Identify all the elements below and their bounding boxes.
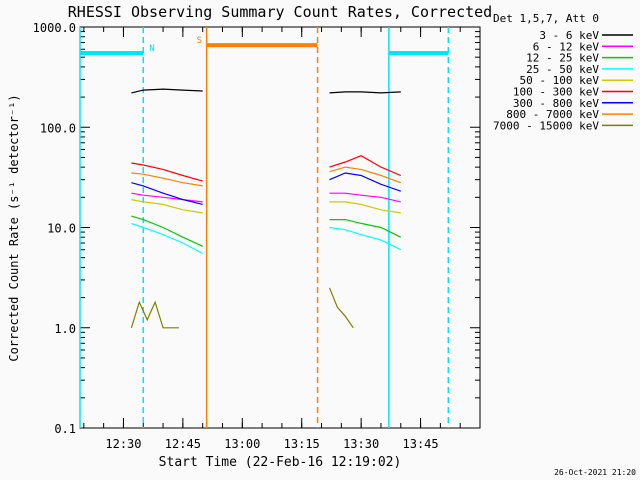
legend-label: 7000 - 15000 keV bbox=[493, 119, 599, 132]
plot-area: NS bbox=[79, 26, 481, 429]
y-tick-label: 1000.0 bbox=[33, 21, 76, 35]
legend-label: 25 - 50 keV bbox=[526, 63, 599, 76]
series-line bbox=[131, 199, 203, 214]
series-line bbox=[130, 300, 179, 329]
series-line bbox=[131, 172, 203, 187]
legend-header: Det 1,5,7, Att 0 bbox=[493, 12, 599, 25]
series-line bbox=[131, 222, 203, 255]
x-tick-label: 13:00 bbox=[224, 437, 260, 451]
legend-label: 12 - 25 keV bbox=[526, 52, 599, 65]
legend-label: 100 - 300 keV bbox=[513, 86, 599, 99]
flag-label: N bbox=[149, 44, 154, 54]
x-tick-label: 12:30 bbox=[105, 437, 141, 451]
chart-title: RHESSI Observing Summary Count Rates, Co… bbox=[68, 3, 492, 21]
series-line bbox=[131, 88, 203, 94]
x-tick-label: 12:45 bbox=[165, 437, 201, 451]
y-tick-label: 0.1 bbox=[54, 422, 76, 436]
series-line bbox=[329, 219, 402, 238]
plot-frame bbox=[79, 26, 481, 429]
series-line bbox=[131, 182, 203, 205]
series-line bbox=[329, 226, 402, 251]
legend-label: 800 - 7000 keV bbox=[506, 108, 599, 121]
series-line bbox=[328, 287, 354, 329]
series-line bbox=[329, 201, 401, 214]
legend-label: 3 - 6 keV bbox=[539, 29, 599, 42]
legend-label: 300 - 800 keV bbox=[513, 97, 599, 110]
x-axis-label: Start Time (22-Feb-16 12:19:02) bbox=[159, 455, 402, 470]
x-tick-label: 13:45 bbox=[403, 437, 439, 451]
series-line bbox=[329, 91, 401, 94]
series-line bbox=[131, 215, 203, 247]
legend-label: 50 - 100 keV bbox=[520, 74, 600, 87]
y-tick-label: 1.0 bbox=[54, 322, 76, 336]
x-tick-label: 13:30 bbox=[343, 437, 379, 451]
series-line bbox=[329, 155, 402, 177]
y-tick-label: 10.0 bbox=[47, 222, 76, 236]
flag-label: S bbox=[197, 36, 202, 46]
legend-label: 6 - 12 keV bbox=[533, 40, 600, 53]
y-axis-label: Corrected Count Rate (s⁻¹ detector⁻¹) bbox=[7, 94, 21, 361]
series-line bbox=[329, 172, 401, 192]
y-tick-label: 100.0 bbox=[40, 121, 76, 135]
series-line bbox=[329, 166, 402, 184]
y-axis-label-group: Corrected Count Rate (s⁻¹ detector⁻¹) bbox=[7, 94, 21, 361]
series-line bbox=[329, 192, 401, 203]
series-line bbox=[131, 192, 203, 203]
x-tick-label: 13:15 bbox=[284, 437, 320, 451]
series-line bbox=[131, 162, 203, 182]
footer-timestamp: 26-Oct-2021 21:20 bbox=[554, 468, 636, 477]
